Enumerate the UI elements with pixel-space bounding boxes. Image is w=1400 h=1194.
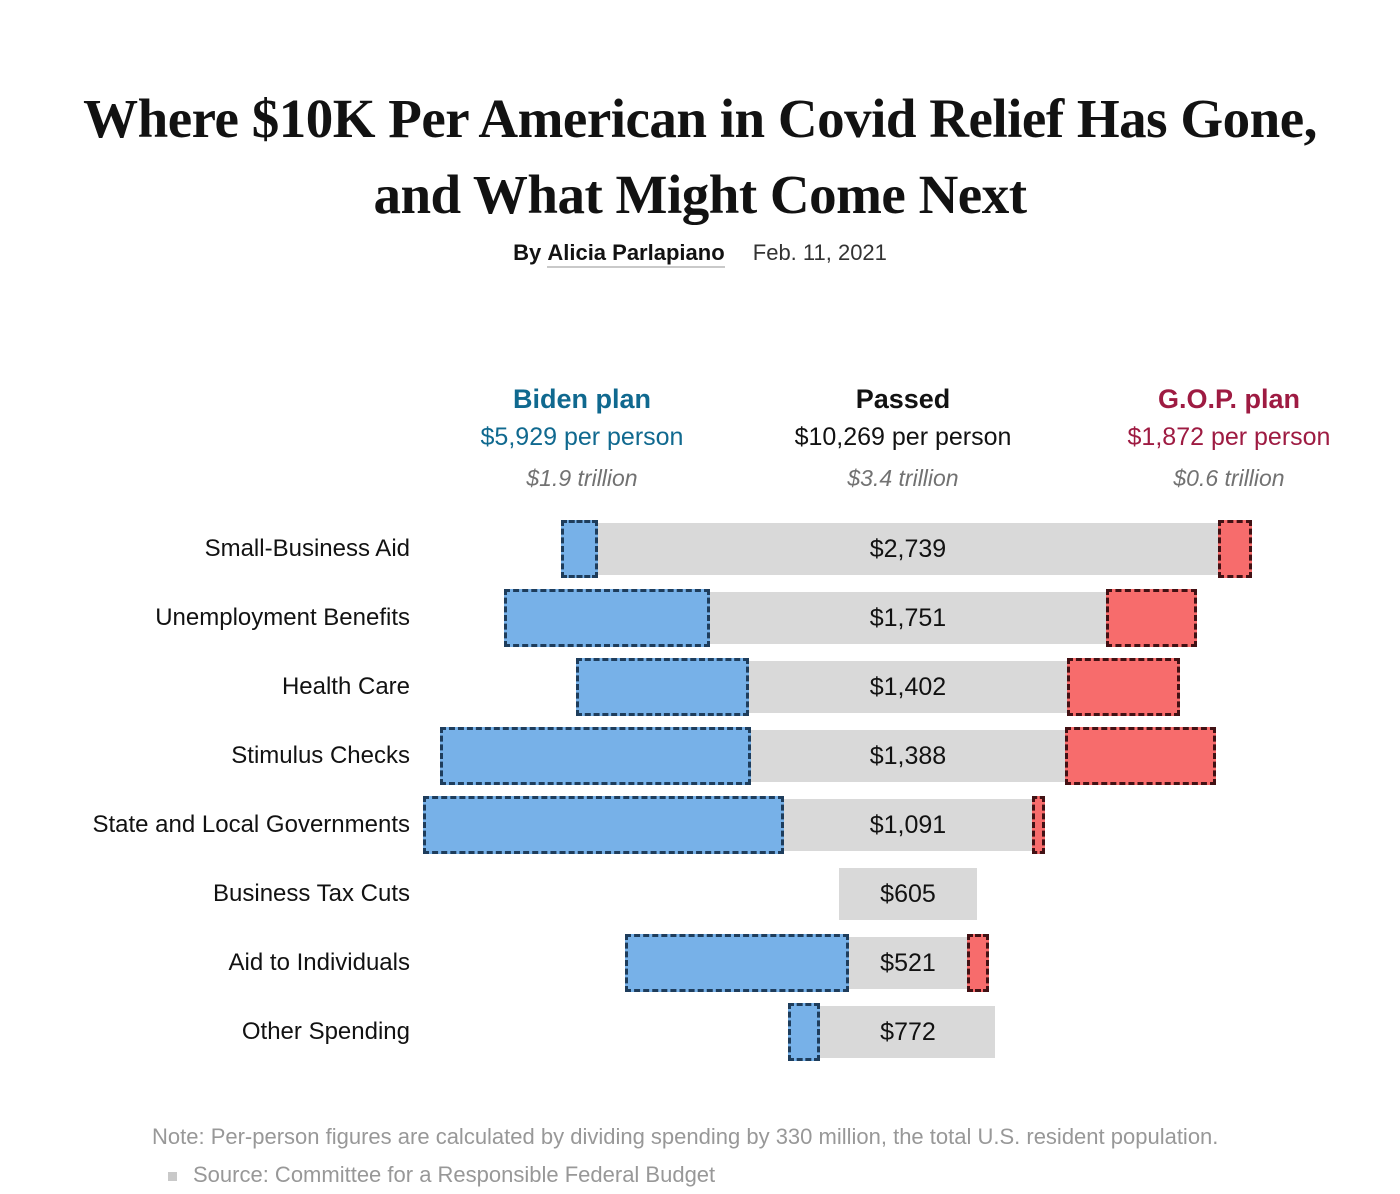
byline-prefix: By [513,240,542,265]
square-bullet-icon [168,1171,177,1181]
legend-biden-total: $1.9 trillion [526,465,638,491]
biden-plan-bar [504,589,710,647]
legend-passed-total: $3.4 trillion [847,465,959,491]
legend-biden-label: Biden plan [512,384,651,414]
gop-plan-bar [1218,520,1253,578]
passed-value-label: $1,091 [869,810,947,839]
category-label: Small-Business Aid [204,535,410,562]
biden-plan-bar [561,520,598,578]
page-title: Where $10K Per American in Covid Relief … [83,87,1317,225]
legend-passed: Passed $10,269 per person $3.4 trillion [673,386,1133,490]
passed-value-label: $1,751 [869,603,947,632]
gop-plan-bar [1065,727,1217,785]
passed-value-label: $2,739 [869,534,947,563]
category-label: Aid to Individuals [228,949,410,976]
legend-passed-per-person: $10,269 per person [794,423,1012,451]
legend-gop-total: $0.6 trillion [1173,465,1285,491]
note-text: Note: Per-person figures are calculated … [152,1124,1219,1149]
passed-bar: $2,739 [597,523,1219,575]
gop-plan-bar [967,934,990,992]
author-link[interactable]: Alicia Parlapiano [547,240,725,268]
biden-plan-bar [787,1003,821,1061]
category-label: Health Care [281,673,410,700]
source-text: Source: Committee for a Responsible Fede… [193,1162,716,1187]
legend-biden-per-person: $5,929 per person [480,423,684,451]
category-label: Other Spending [241,1018,410,1045]
gop-plan-bar [1066,658,1181,716]
biden-plan-bar [422,796,785,854]
gop-plan-bar [1106,589,1198,647]
passed-bar: $1,091 [784,799,1032,851]
biden-plan-bar [624,934,849,992]
category-label: Business Tax Cuts [213,880,410,907]
passed-bar: $772 [820,1006,996,1058]
passed-value-label: $605 [880,879,936,908]
biden-plan-bar [575,658,750,716]
gop-plan-bar [1031,796,1046,854]
passed-value-label: $521 [880,948,936,977]
legend-biden-plan: Biden plan $5,929 per person $1.9 trilli… [352,386,812,490]
passed-value-label: $772 [880,1017,936,1046]
passed-bar: $1,751 [709,592,1107,644]
footnote: Note: Per-person figures are calculated … [152,1118,1222,1194]
passed-value-label: $1,388 [869,741,947,770]
passed-bar: $1,388 [750,730,1066,782]
passed-bar: $521 [848,937,968,989]
passed-value-label: $1,402 [869,672,947,701]
category-label: Unemployment Benefits [155,604,410,631]
passed-bar: $605 [839,868,977,920]
passed-bar: $1,402 [749,661,1067,713]
biden-plan-bar [440,727,751,785]
category-label: State and Local Governments [92,811,410,838]
category-label: Stimulus Checks [231,742,410,769]
legend-gop-label: G.O.P. plan [1157,384,1301,414]
legend-passed-label: Passed [855,384,951,414]
legend-gop-per-person: $1,872 per person [1127,423,1331,451]
byline: By Alicia Parlapiano Feb. 11, 2021 [0,240,1400,268]
legend-gop-plan: G.O.P. plan $1,872 per person $0.6 trill… [999,386,1400,490]
publish-date: Feb. 11, 2021 [752,240,887,265]
